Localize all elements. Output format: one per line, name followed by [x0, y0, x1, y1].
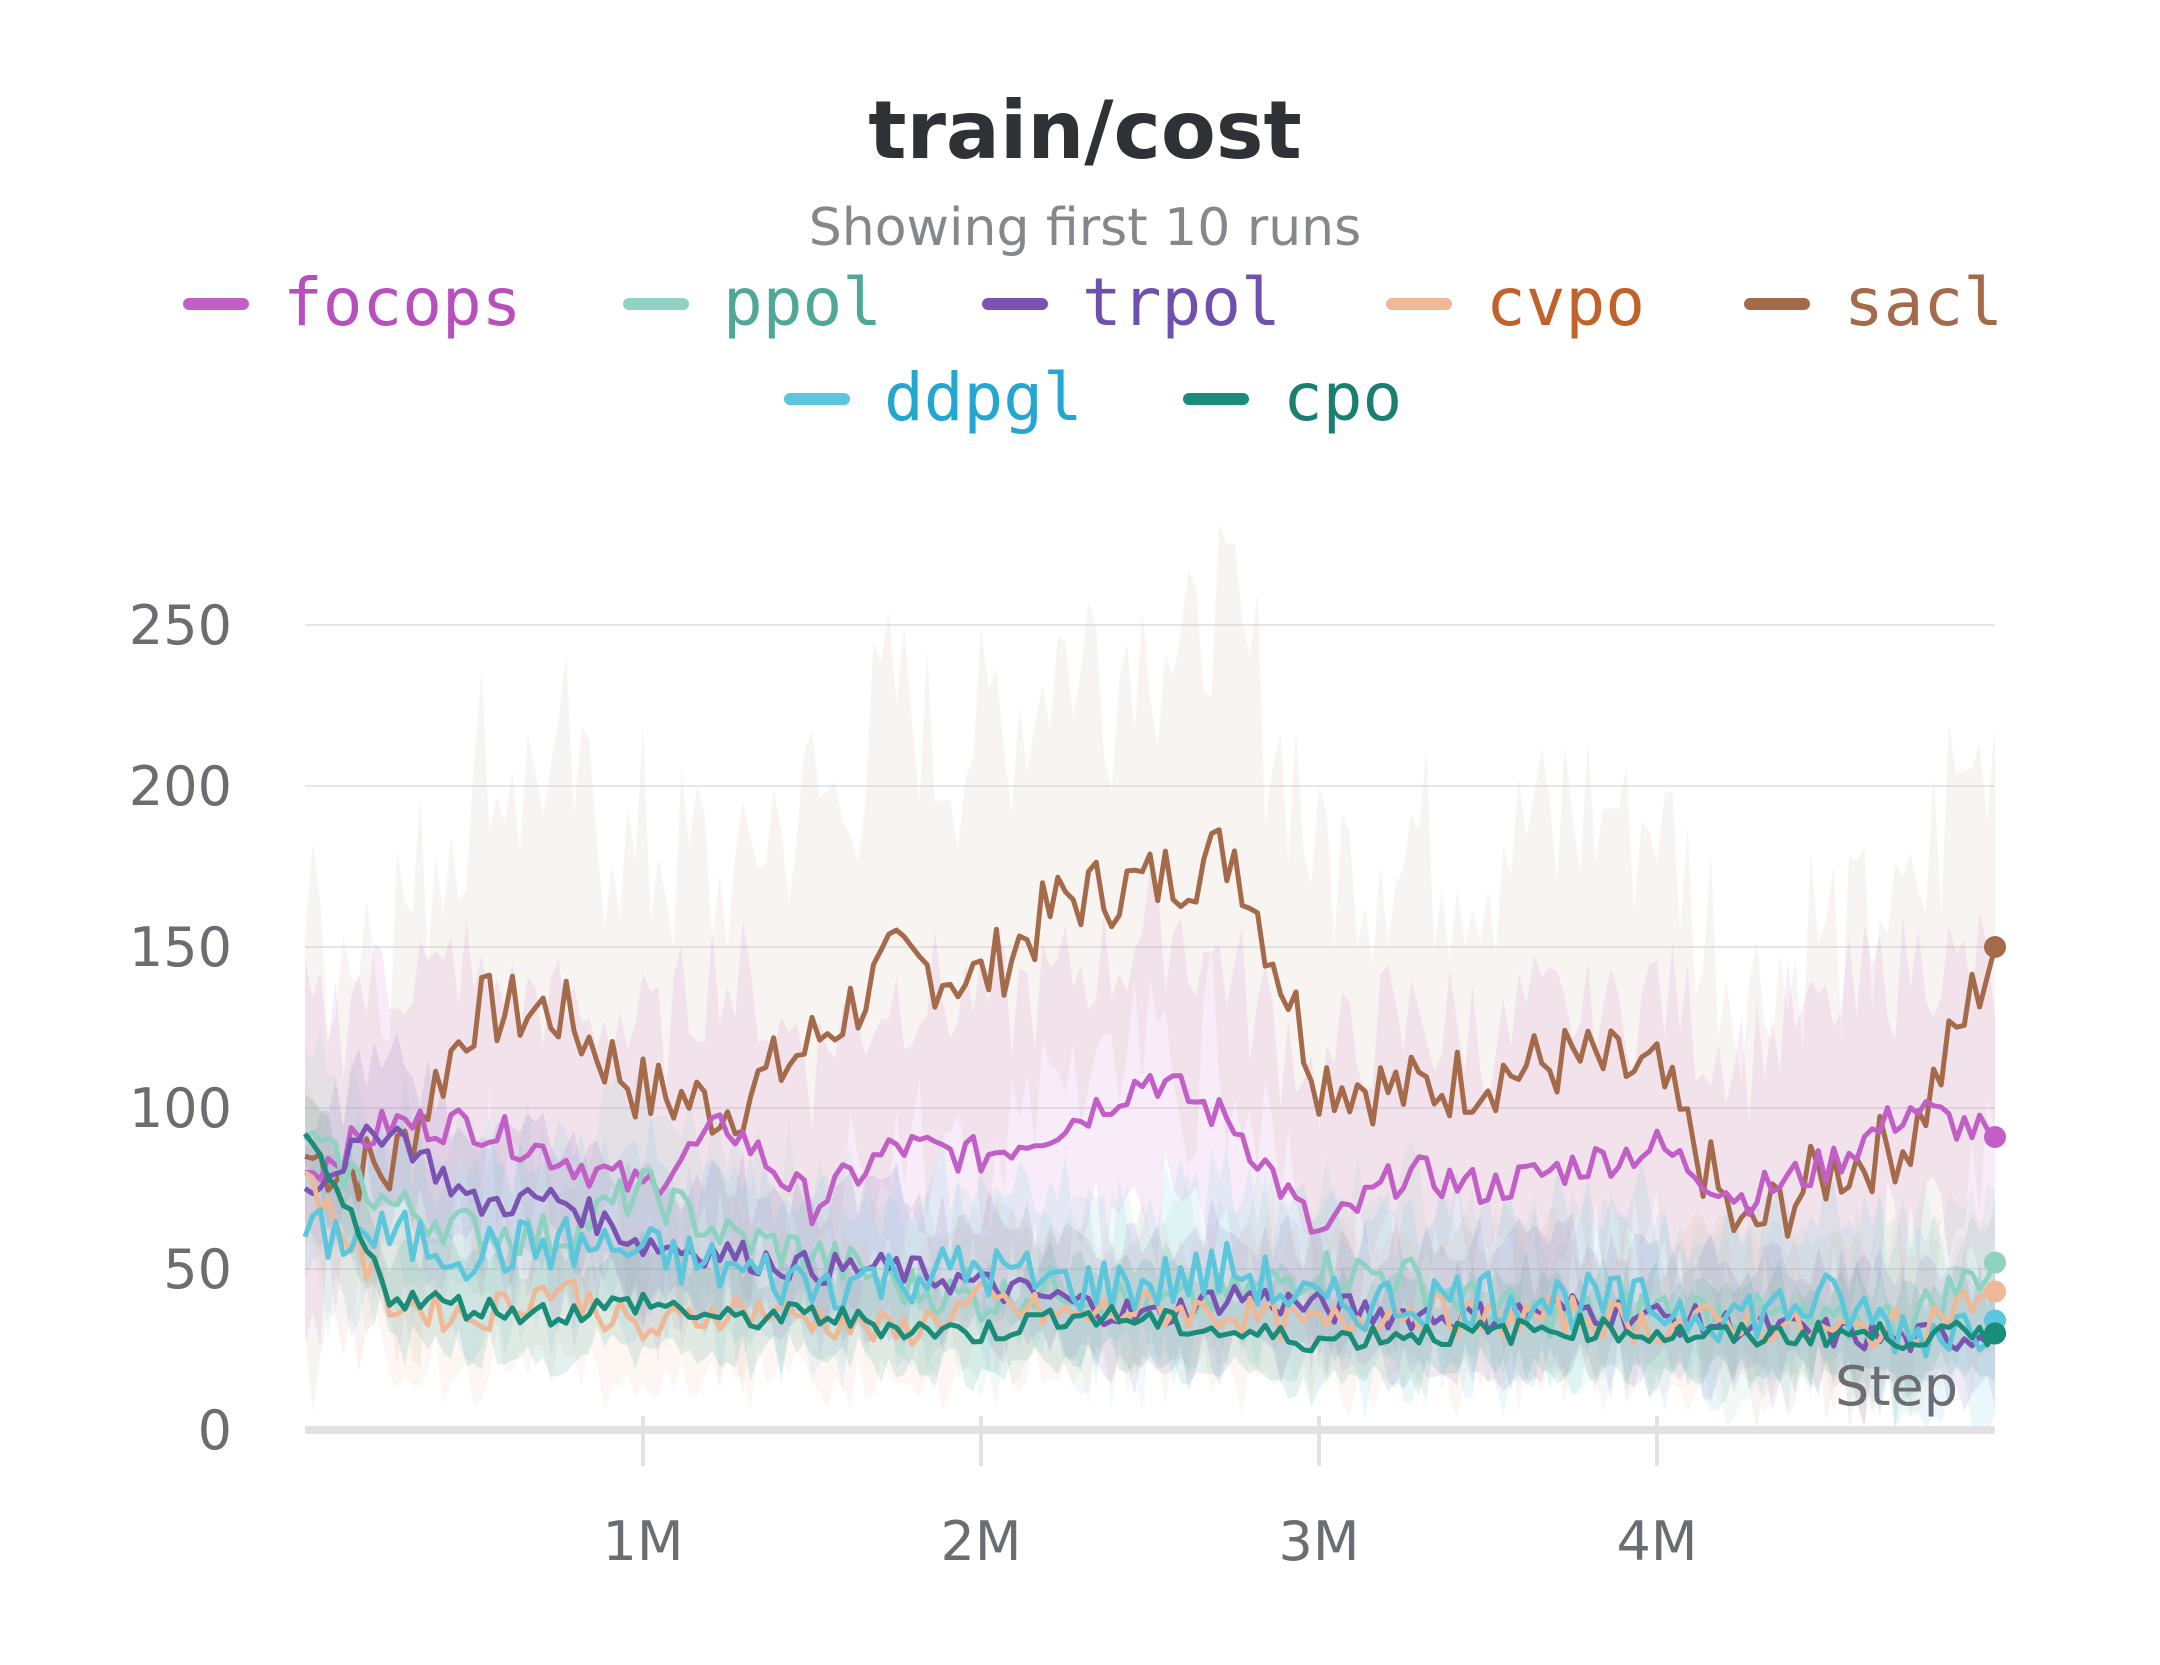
- end-point-cpo: [1984, 1322, 2006, 1345]
- grid-lines: [305, 624, 1995, 1270]
- legend-item-ddpgl[interactable]: ddpgl: [784, 359, 1083, 436]
- end-point-focops: [1984, 1125, 2006, 1148]
- series-lines: [302, 827, 1998, 1359]
- x-tick-label-2M: 2M: [941, 1510, 1022, 1573]
- x-tick-label-4M: 4M: [1617, 1510, 1698, 1573]
- chart-title: train/cost: [868, 84, 1302, 177]
- series-end-points: [1984, 936, 2006, 1345]
- chart-subtitle: Showing first 10 runs: [809, 198, 1361, 258]
- legend-label-ppol: ppol: [723, 264, 882, 341]
- legend-swatch-focops: [183, 298, 249, 310]
- legend-item-ppol[interactable]: ppol: [623, 264, 882, 341]
- y-tick-label-250: 250: [129, 594, 232, 657]
- legend-item-cpo[interactable]: cpo: [1183, 359, 1402, 436]
- x-tick-label-3M: 3M: [1279, 1510, 1360, 1573]
- legend-label-sacl: sacl: [1844, 264, 2003, 341]
- legend-item-sacl[interactable]: sacl: [1744, 264, 2003, 341]
- y-tick-label-100: 100: [129, 1077, 232, 1140]
- legend-item-focops[interactable]: focops: [183, 264, 521, 341]
- axes: 0 50 100 150 200 250 1M 2M 3M 4M: [129, 594, 1995, 1573]
- legend-swatch-cvpo: [1386, 298, 1452, 310]
- legend-label-cpo: cpo: [1283, 359, 1402, 436]
- legend-swatch-ppol: [623, 298, 689, 310]
- end-point-sacl: [1984, 936, 2006, 958]
- legend-item-trpol[interactable]: trpol: [982, 264, 1281, 341]
- x-axis-label: Step: [1835, 1355, 1958, 1418]
- legend-swatch-sacl: [1744, 298, 1810, 310]
- series-line-cpo: [303, 1132, 1998, 1354]
- end-point-ppol: [1984, 1251, 2006, 1274]
- legend-label-cvpo: cvpo: [1486, 264, 1645, 341]
- series-line-ddpgl: [302, 1207, 1998, 1359]
- series-line-cvpo: [303, 1170, 1996, 1350]
- legend-swatch-ddpgl: [784, 393, 850, 405]
- y-tick-label-50: 50: [163, 1238, 232, 1301]
- band-ddpgl: [305, 1111, 1995, 1430]
- legend-item-cvpo[interactable]: cvpo: [1386, 264, 1645, 341]
- x-tick-label-1M: 1M: [603, 1510, 684, 1573]
- y-tick-label-200: 200: [129, 755, 232, 818]
- end-point-cvpo: [1984, 1280, 2006, 1303]
- series-line-sacl: [304, 827, 1998, 1239]
- legend: focops ppol trpol cvpo sacl ddpgl cpo: [183, 264, 2003, 436]
- y-tick-label-150: 150: [129, 916, 232, 979]
- band-sacl: [305, 523, 1995, 1430]
- series-line-focops: [304, 1072, 1997, 1235]
- legend-swatch-cpo: [1183, 393, 1249, 405]
- legend-swatch-trpol: [982, 298, 1048, 310]
- legend-label-ddpgl: ddpgl: [884, 359, 1083, 436]
- y-tick-label-0: 0: [198, 1399, 232, 1462]
- legend-label-trpol: trpol: [1082, 264, 1281, 341]
- legend-label-focops: focops: [283, 264, 521, 341]
